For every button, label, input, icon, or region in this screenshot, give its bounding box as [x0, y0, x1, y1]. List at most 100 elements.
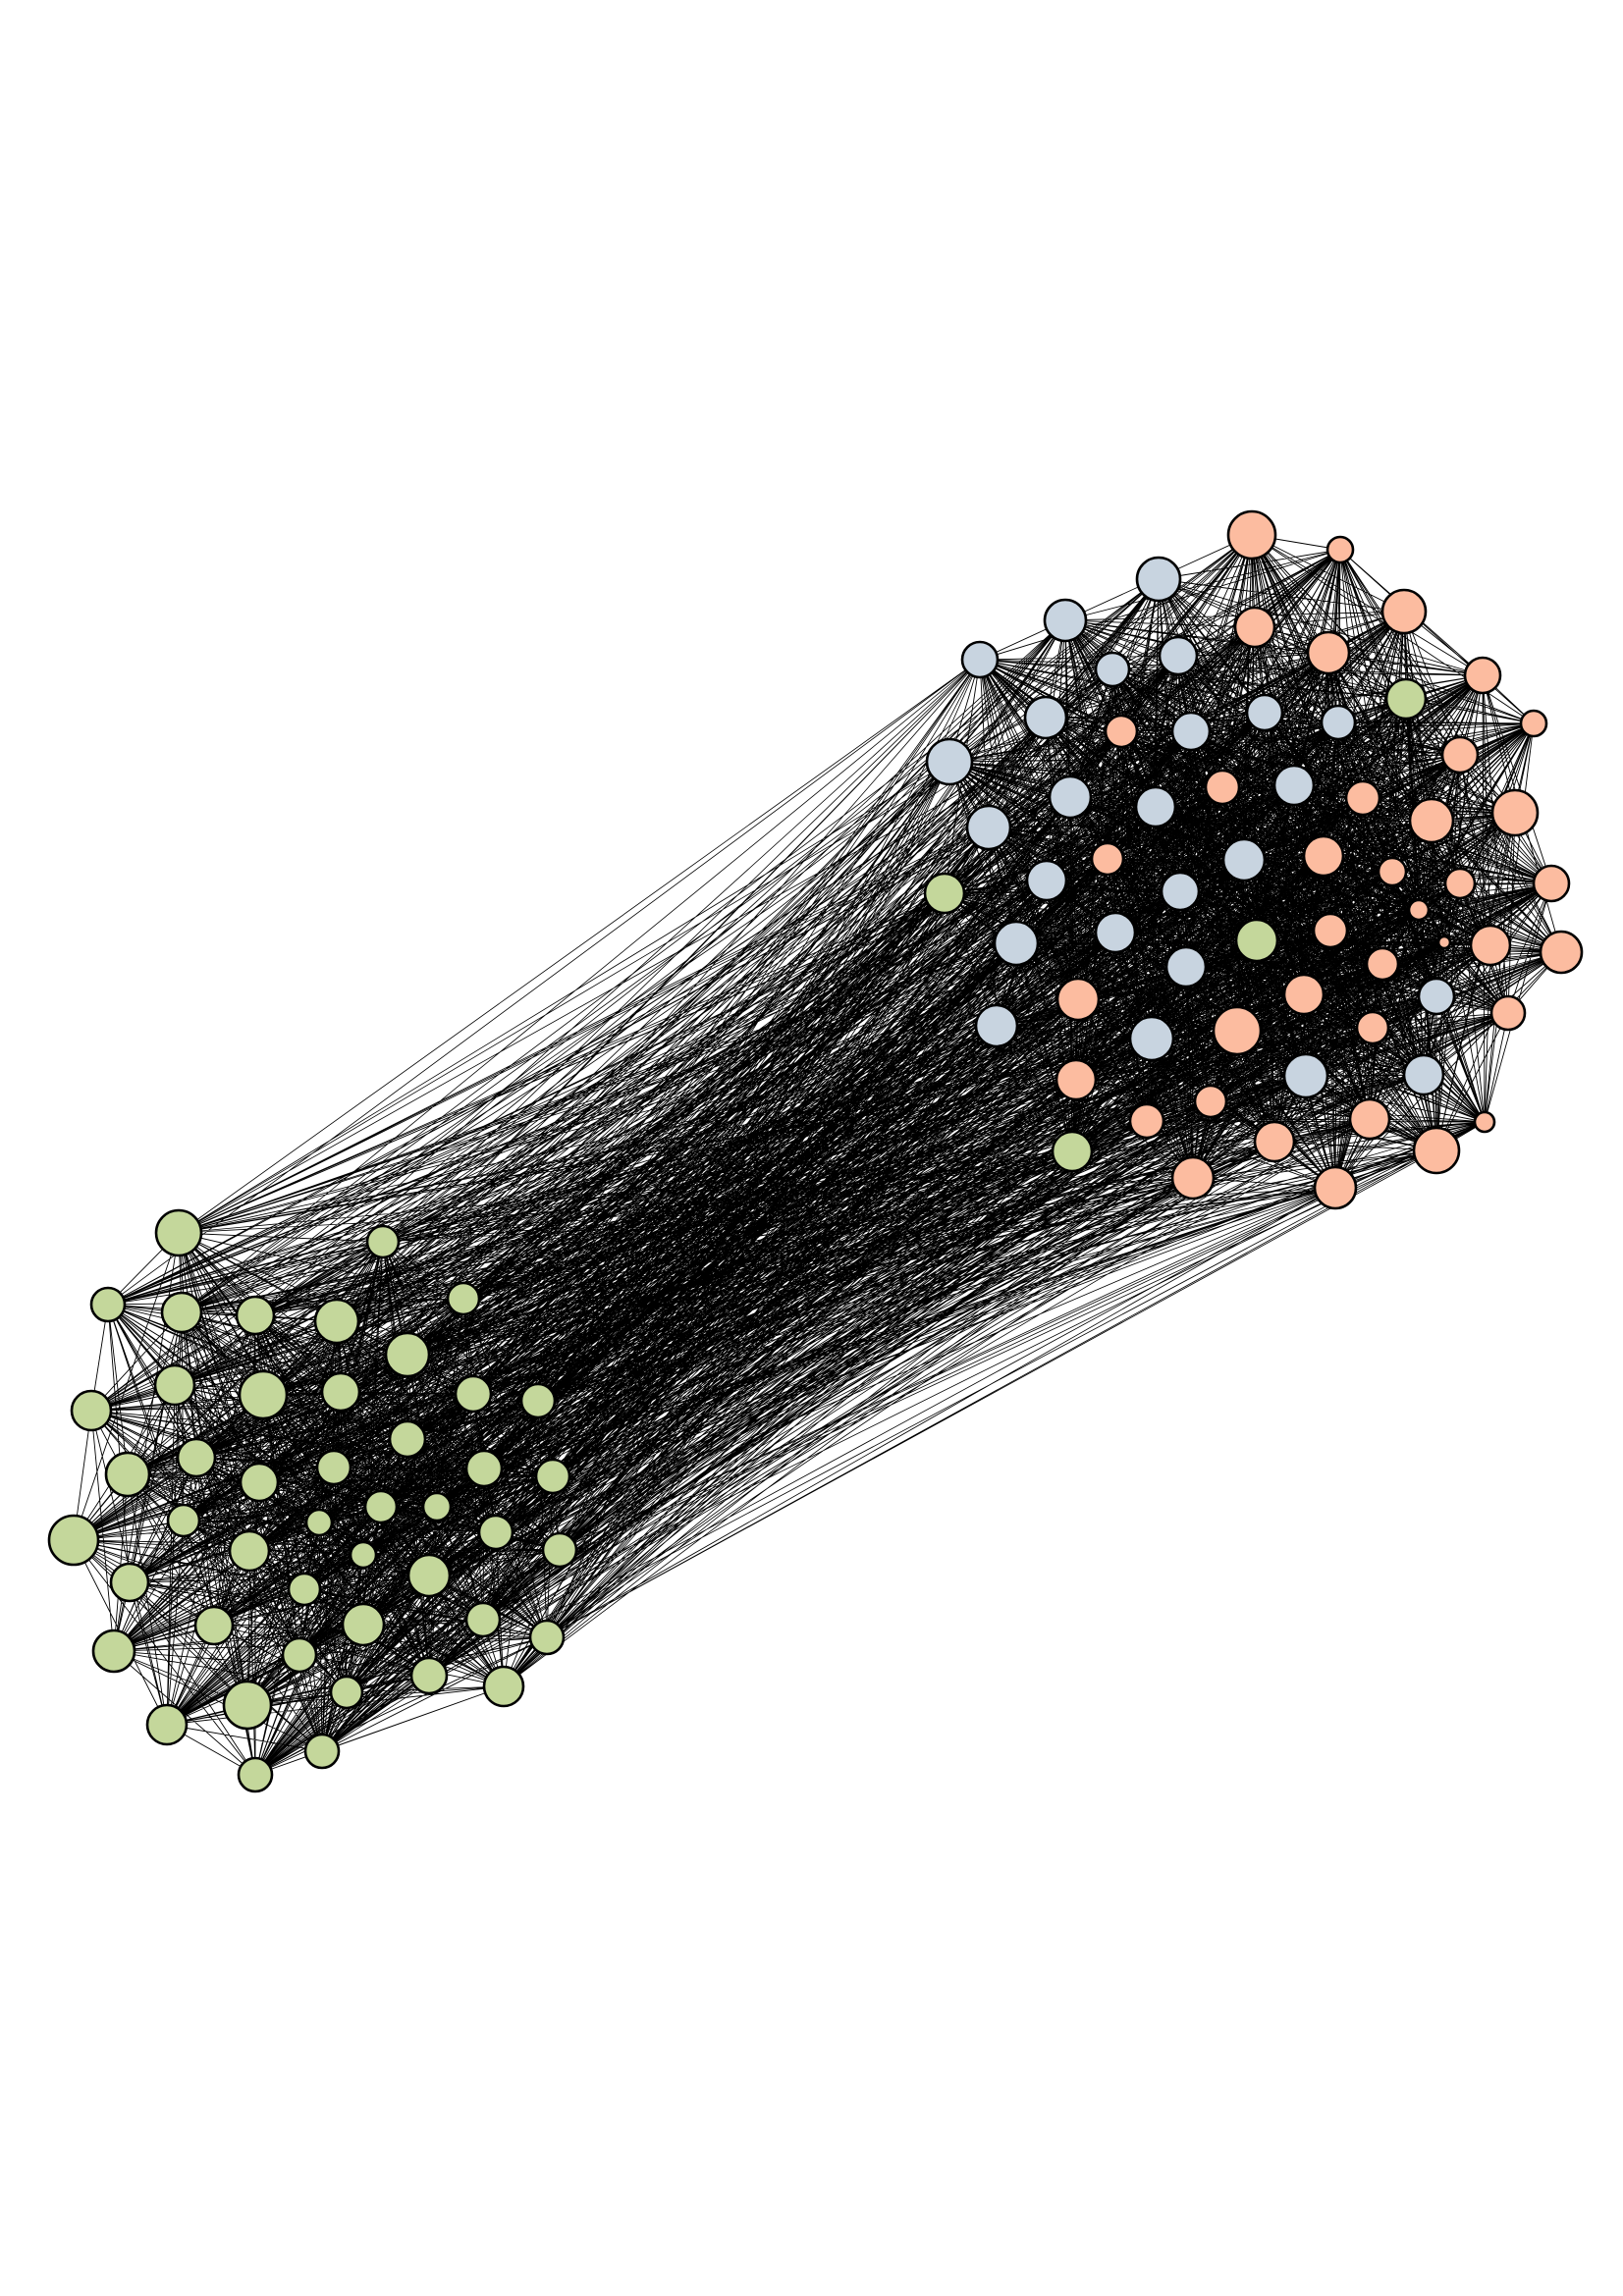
graph-node-green	[304, 1508, 334, 1537]
graph-node-salmon	[1313, 1165, 1358, 1210]
graph-node-green	[349, 1540, 378, 1570]
graph-node-blue-grey	[1164, 945, 1208, 988]
graph-node-green	[329, 1675, 364, 1710]
graph-node-blue-grey	[1134, 785, 1177, 828]
graph-node-green	[91, 1629, 136, 1674]
graph-node-salmon	[1090, 841, 1125, 877]
graph-node-green	[464, 1601, 502, 1638]
graph-node-salmon	[1212, 1005, 1263, 1056]
graph-node-green	[365, 1224, 401, 1259]
graph-node-blue-grey	[1170, 711, 1212, 752]
graph-node-green	[154, 1208, 203, 1257]
graph-node-green	[109, 1562, 150, 1603]
graph-node-green	[303, 1733, 341, 1770]
graph-node-blue-grey	[1135, 556, 1182, 603]
graph-node-blue-grey	[1128, 1015, 1175, 1062]
graph-node-salmon	[1302, 834, 1345, 878]
inter-cluster-edges	[73, 534, 1562, 1776]
graph-node-salmon	[1440, 735, 1480, 774]
graph-node-green	[446, 1281, 481, 1316]
graph-node-salmon	[1344, 779, 1381, 817]
graph-node-green	[153, 1363, 196, 1407]
graph-node-green	[235, 1295, 276, 1336]
graph-node-salmon	[1204, 769, 1241, 806]
graph-node-green	[454, 1374, 493, 1414]
graph-node-green	[238, 1369, 289, 1420]
graph-node-green	[228, 1529, 271, 1573]
graph-node-blue-grey	[1094, 651, 1131, 688]
graph-node-green	[1384, 677, 1428, 721]
graph-node-blue-grey	[1160, 871, 1201, 912]
graph-node-salmon	[1490, 788, 1540, 837]
graph-node-green	[421, 1491, 453, 1522]
graph-node-salmon	[1412, 1126, 1461, 1175]
graph-node-blue-grey	[925, 737, 974, 786]
graph-node-green	[47, 1514, 100, 1567]
graph-node-blue-grey	[1048, 774, 1093, 820]
graph-node-green	[315, 1449, 352, 1486]
graph-node-blue-grey	[1320, 704, 1357, 741]
graph-node-blue-grey	[993, 920, 1040, 967]
graph-node-green	[281, 1636, 318, 1674]
graph-node-salmon	[1128, 1102, 1165, 1140]
graph-node-green	[363, 1489, 399, 1524]
graph-node-green	[534, 1458, 571, 1495]
graph-node-green	[482, 1665, 525, 1708]
graph-node-salmon	[1463, 656, 1502, 695]
graph-node-green	[519, 1382, 557, 1419]
graph-node-green	[222, 1680, 273, 1731]
graph-node-green	[160, 1291, 203, 1334]
graph-node-salmon	[1532, 864, 1571, 903]
graph-nodes	[47, 509, 1584, 1793]
graph-node-blue-grey	[1023, 695, 1068, 740]
graph-node-salmon	[1253, 1120, 1296, 1163]
graph-node-green	[477, 1514, 514, 1551]
graph-node-salmon	[1365, 946, 1400, 982]
graph-node-green	[166, 1503, 201, 1538]
graph-node-salmon	[1325, 535, 1355, 564]
graph-node-blue-grey	[1094, 911, 1137, 954]
graph-edges	[73, 534, 1562, 1776]
graph-node-blue-grey	[1282, 1052, 1329, 1099]
graph-node-green	[464, 1449, 504, 1488]
graph-node-blue-grey	[974, 1003, 1019, 1048]
graph-node-blue-grey	[1025, 859, 1068, 902]
graph-node-green	[104, 1451, 151, 1498]
graph-node-salmon	[1377, 856, 1408, 887]
graph-node-salmon	[1104, 714, 1139, 749]
graph-node-green	[388, 1419, 427, 1459]
graph-node-salmon	[1282, 973, 1325, 1016]
graph-node-salmon	[1408, 797, 1455, 844]
graph-node-salmon	[1348, 1097, 1391, 1141]
graph-node-salmon	[1436, 934, 1452, 950]
graph-node-green	[239, 1462, 280, 1503]
graph-node-salmon	[1170, 1155, 1216, 1201]
graph-node-blue-grey	[1272, 764, 1316, 807]
graph-node-salmon	[1312, 912, 1349, 949]
graph-node-green	[70, 1389, 113, 1432]
graph-node-salmon	[1539, 930, 1584, 975]
graph-node-green	[409, 1656, 449, 1695]
graph-node-green	[313, 1298, 360, 1345]
graph-node-green	[193, 1605, 235, 1646]
graph-node-green	[923, 872, 966, 915]
graph-node-salmon	[1055, 977, 1101, 1022]
graph-node-salmon	[1469, 924, 1512, 967]
graph-node-green	[237, 1756, 274, 1793]
graph-node-green	[384, 1331, 431, 1378]
graph-node-blue-grey	[1043, 598, 1088, 643]
graph-node-salmon	[1233, 606, 1276, 649]
graph-node-green	[145, 1703, 189, 1746]
graph-node-green	[528, 1619, 566, 1656]
graph-node-blue-grey	[1245, 693, 1284, 732]
graph-node-green	[341, 1602, 386, 1647]
graph-node-salmon	[1306, 630, 1351, 675]
graph-node-salmon	[1226, 509, 1277, 561]
graph-node-salmon	[1473, 1110, 1496, 1134]
graph-node-blue-grey	[960, 640, 1000, 679]
graph-node-green	[1234, 918, 1279, 963]
graph-node-blue-grey	[1158, 635, 1199, 676]
graph-node-green	[406, 1553, 452, 1598]
graph-node-green	[541, 1531, 578, 1569]
